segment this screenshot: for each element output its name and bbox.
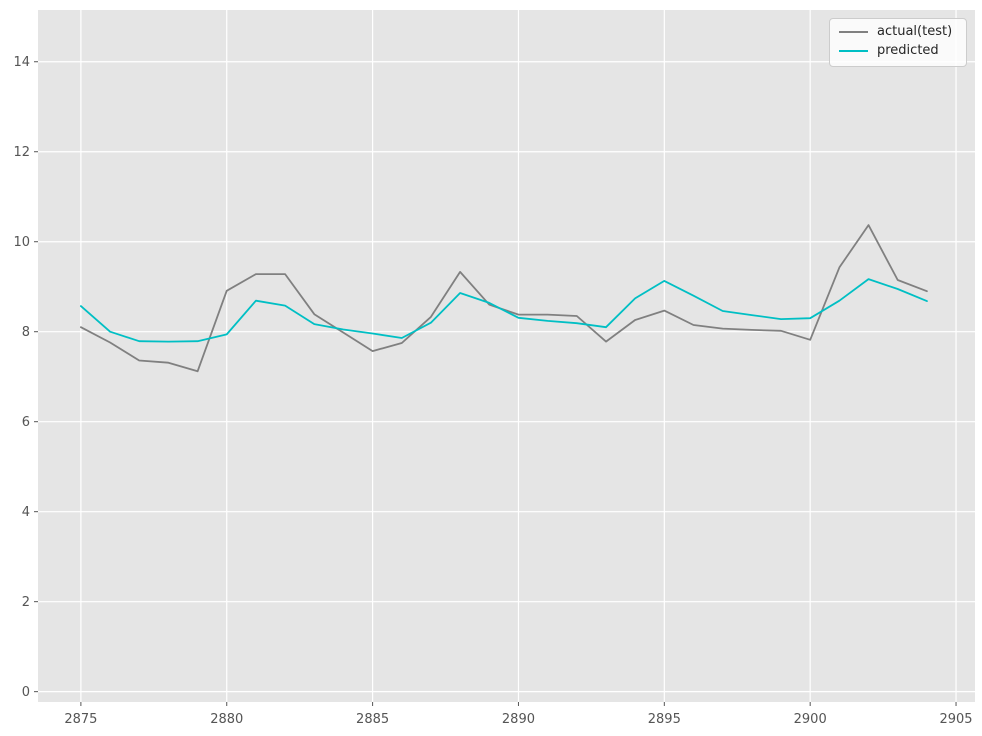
legend-line-swatch-actual-test xyxy=(839,31,868,33)
legend-item-actual-test: actual(test) xyxy=(839,25,958,39)
legend: actual(test) predicted xyxy=(829,18,967,67)
plot-background xyxy=(38,10,975,702)
xtick-label-2895: 2895 xyxy=(648,712,681,727)
legend-label-actual-test: actual(test) xyxy=(877,24,953,39)
ytick-label-4: 4 xyxy=(22,505,30,520)
xtick-label-2900: 2900 xyxy=(794,712,827,727)
ytick-label-6: 6 xyxy=(22,415,30,430)
legend-label-predicted: predicted xyxy=(877,43,939,58)
ytick-label-10: 10 xyxy=(13,235,30,250)
xtick-label-2890: 2890 xyxy=(502,712,535,727)
ytick-label-12: 12 xyxy=(13,145,30,160)
ytick-label-8: 8 xyxy=(22,325,30,340)
xtick-label-2880: 2880 xyxy=(210,712,243,727)
ytick-label-14: 14 xyxy=(13,55,30,70)
ytick-label-2: 2 xyxy=(22,595,30,610)
xtick-label-2885: 2885 xyxy=(356,712,389,727)
xtick-label-2905: 2905 xyxy=(939,712,972,727)
legend-item-predicted: predicted xyxy=(839,44,958,58)
series-line-predicted xyxy=(80,278,928,343)
legend-line-swatch-predicted xyxy=(839,50,868,52)
ytick-label-0: 0 xyxy=(22,685,30,700)
xtick-label-2875: 2875 xyxy=(64,712,97,727)
